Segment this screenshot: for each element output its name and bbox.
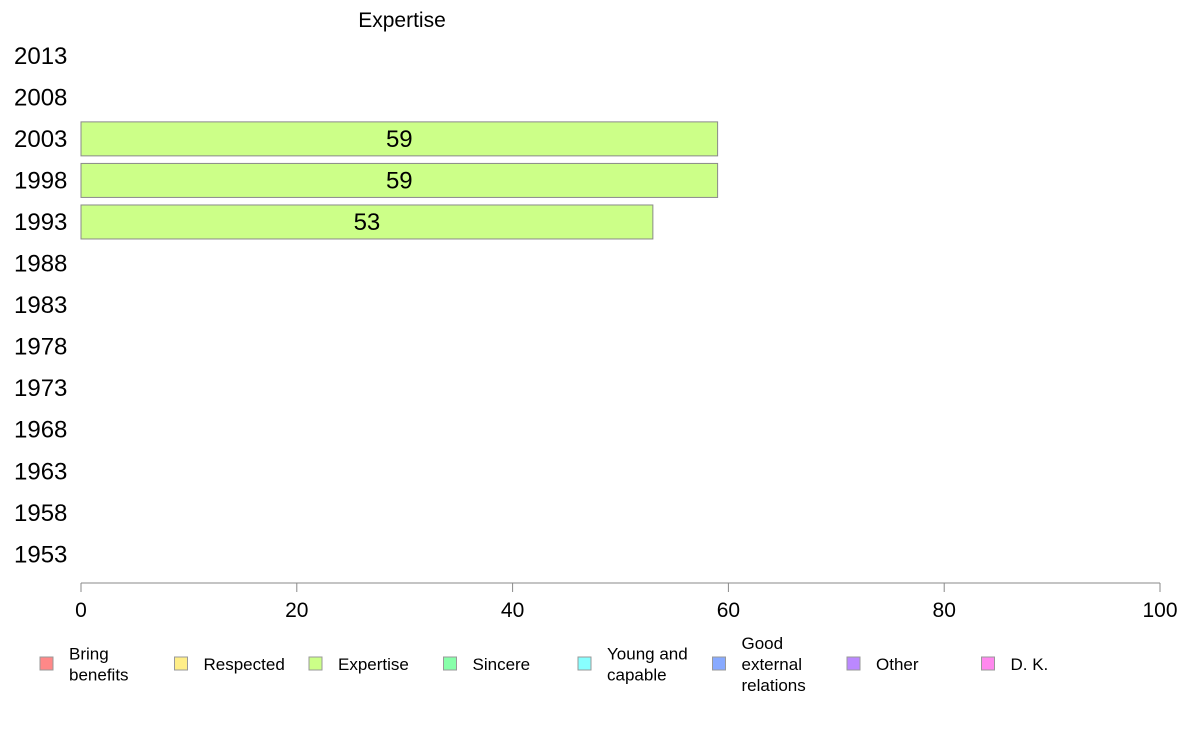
legend-label: Respected [204,655,285,674]
category-label: 1968 [14,417,67,444]
category-labels: 2013 2008 2003 1998 1993 1988 1983 1978 1973 1968… [14,43,67,569]
category-label: 1998 [14,167,67,194]
category-label: 1983 [14,292,67,319]
x-tick-label: 40 [501,599,524,622]
legend-label: Young and [607,645,688,664]
legend-swatch [443,656,457,671]
legend-swatch [712,656,726,671]
legend-label: Bring [69,645,109,664]
bar-value-label: 59 [386,167,413,194]
legend: Bring benefits Respected Expertise Sincere Yo… [39,634,1049,695]
legend-label: Expertise [338,655,409,674]
category-label: 1978 [14,334,67,361]
category-label: 1958 [14,500,67,527]
category-label: 2003 [14,126,67,153]
legend-label: Other [876,655,919,674]
bar [80,162,719,198]
legend-label: Sincere [473,655,531,674]
bar-value-label: 59 [386,126,413,153]
legend-label: external [742,655,802,674]
legend-label: D. K. [1011,655,1049,674]
category-label: 2013 [14,43,67,70]
x-tick-label: 20 [285,599,308,622]
x-tick-label: 60 [717,599,740,622]
x-tick-label: 100 [1142,599,1177,622]
legend-swatch [39,656,54,671]
bar-value-label: 53 [354,209,381,236]
legend-label: Good [742,634,784,653]
chart-title: Expertise [358,9,446,32]
category-label: 1963 [14,458,67,485]
legend-swatch [981,656,995,671]
x-axis-ticks: 0 20 40 60 80 100 [75,583,1178,622]
legend-label: relations [742,676,806,695]
category-label: 1993 [14,209,67,236]
category-label: 1953 [14,541,67,568]
legend-swatch [577,656,592,671]
category-label: 2008 [14,84,67,111]
legend-label: capable [607,666,667,685]
category-label: 1973 [14,375,67,402]
legend-label: benefits [69,666,129,685]
legend-swatch [174,656,188,671]
bar [80,204,654,240]
legend-swatch [308,656,323,671]
x-tick-label: 80 [933,599,956,622]
category-label: 1988 [14,251,67,278]
legend-swatch [846,656,861,671]
bar [80,121,719,157]
x-tick-label: 0 [75,599,87,622]
